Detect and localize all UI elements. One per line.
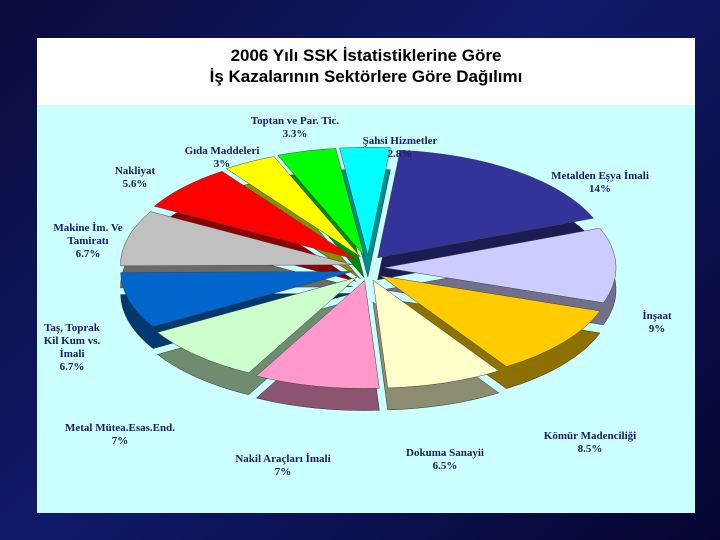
category-name: Metal Mütea.Esas.End.	[65, 422, 175, 434]
value-label: 7%	[274, 466, 292, 478]
category-name: Nakil Araçları İmali	[235, 453, 331, 465]
slice-label: Kömür Madenciliği 8.5%	[544, 430, 636, 456]
category-name: Taş, Toprak Kil Kum vs. İmali	[43, 322, 101, 360]
chart-title: İş Kazalarının Sektörlere Göre Dağılımı	[209, 67, 523, 86]
value-label: 7%	[111, 435, 129, 447]
slice-label: Makine İm. Ve Tamiratı 6.7%	[43, 222, 133, 261]
slice	[339, 146, 391, 256]
category-name: Nakliyat	[114, 165, 156, 177]
value-label: 14%	[589, 183, 611, 195]
category-name: Şahsi Hizmetler	[362, 135, 438, 147]
slice	[383, 227, 617, 304]
chart-title: 2006 Yılı SSK İstatistiklerine Göre	[230, 46, 502, 65]
slice	[277, 148, 365, 256]
slice	[377, 150, 594, 259]
slice-label: İnşaat 9%	[642, 310, 671, 336]
slice-label: Nakil Araçları İmali 7%	[235, 453, 330, 479]
slice	[156, 277, 358, 374]
value-label: 3.3%	[282, 128, 308, 140]
category-name: Kömür Madenciliği	[543, 430, 637, 442]
category-name: İnşaat	[642, 310, 672, 322]
slice-label: Metalden Eşya İmali 14%	[551, 170, 649, 196]
value-label: 6.7%	[75, 248, 101, 260]
slice-label: Taş, Toprak Kil Kum vs. İmali 6.7%	[42, 322, 102, 374]
title-bar: 2006 Yılı SSK İstatistiklerine Göre İş K…	[37, 38, 695, 105]
category-name: Makine İm. Ve Tamiratı	[53, 222, 123, 247]
slice	[380, 275, 601, 367]
value-label: 6.7%	[59, 361, 85, 373]
slice	[153, 171, 357, 260]
slice	[372, 279, 500, 389]
value-label: 9%	[648, 323, 666, 335]
category-name: Toptan ve Par. Tic.	[250, 115, 340, 127]
pie-chart	[120, 146, 617, 411]
slice	[120, 211, 353, 267]
value-label: 6.5%	[432, 460, 458, 472]
category-name: Gıda Maddeleri	[184, 145, 260, 157]
slice-label: Toptan ve Par. Tic. 3.3%	[251, 115, 339, 141]
slice-label: Nakliyat 5.6%	[115, 165, 155, 191]
value-label: 3%	[213, 158, 231, 170]
slice	[225, 156, 361, 257]
slice	[120, 271, 353, 327]
value-label: 8.5%	[577, 443, 603, 455]
category-name: Metalden Eşya İmali	[551, 170, 649, 182]
slice-label: Şahsi Hizmetler 2.8%	[363, 135, 438, 161]
slice	[255, 280, 380, 389]
value-label: 2.8%	[387, 148, 413, 160]
slice-label: Metal Mütea.Esas.End. 7%	[65, 422, 175, 448]
chart-frame: 2006 Yılı SSK İstatistiklerine Göre İş K…	[37, 38, 695, 513]
slice-label: Gıda Maddeleri 3%	[185, 145, 260, 171]
value-label: 5.6%	[122, 178, 148, 190]
category-name: Dokuma Sanayii	[406, 447, 484, 459]
slice-label: Dokuma Sanayii 6.5%	[406, 447, 484, 473]
